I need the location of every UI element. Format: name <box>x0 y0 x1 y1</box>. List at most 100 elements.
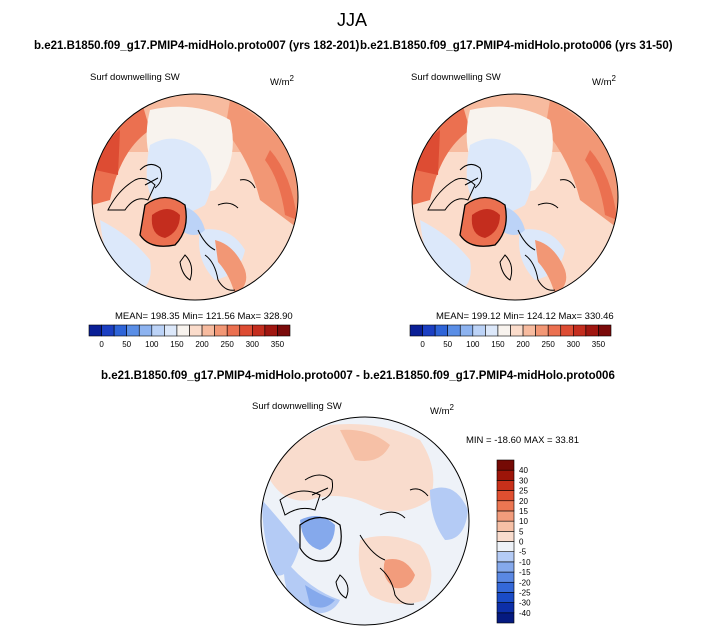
map2-colorbar: 0 50 100 150 200 250 300 350 <box>409 324 612 349</box>
map3-coast-greenland <box>299 516 342 562</box>
map1-greenland-core <box>151 209 180 238</box>
map1-colorbar-swatch <box>226 324 241 337</box>
map2-colorbar-swatch <box>459 324 474 337</box>
map3-colorbar-tick-label: -15 <box>519 568 531 577</box>
map1-colorbar-swatch <box>176 324 190 337</box>
map2-coast-europe <box>517 229 556 291</box>
map3-greenland-cool <box>300 516 335 550</box>
map2-colorbar-swatch <box>447 324 461 337</box>
map3-colorbar-tick-label: -30 <box>519 599 531 608</box>
map2-colorbar-swatch <box>422 324 436 337</box>
map3-colorbar-tick-label: 0 <box>519 538 524 547</box>
map2-border <box>411 93 619 301</box>
map3-east-cool <box>430 487 468 540</box>
map1-colorbar-tick-label: 50 <box>122 340 131 349</box>
panel3-field-label: Surf downwelling SW <box>252 401 342 412</box>
panel1-case-title: b.e21.B1850.f09_g17.PMIP4-midHolo.proto0… <box>34 40 360 52</box>
map1-coast-siberia <box>217 179 256 209</box>
map3-colorbar-swatch <box>496 592 515 603</box>
map3-border <box>260 416 470 626</box>
panel3-stats: MIN = -18.60 MAX = 33.81 <box>466 435 580 446</box>
map2-east-core <box>585 150 617 220</box>
map3-colorbar-swatch <box>496 510 515 522</box>
map1-colorbar-swatch <box>277 324 291 337</box>
panel1-field-label: Surf downwelling SW <box>90 72 180 83</box>
map2-colorbar-swatch <box>434 324 448 337</box>
map1-colorbar-tick-label: 300 <box>246 340 260 349</box>
map1-colorbar-swatch <box>264 324 278 337</box>
map2-colorbar-tick-label: 50 <box>443 340 452 349</box>
map1-colorbar-swatch <box>138 324 153 337</box>
map3-colorbar-swatch <box>496 531 515 542</box>
map2-coast-canada <box>427 177 476 211</box>
map1-colorbar-swatch <box>239 324 253 337</box>
map2-colorbar-swatch <box>573 324 587 337</box>
map3-colorbar-tick-label: -10 <box>519 558 531 567</box>
map2-colorbar-tick-label: 0 <box>420 340 425 349</box>
map2-greenland-core <box>471 209 500 238</box>
map2-colorbar-swatch <box>409 324 423 337</box>
panel1-stats: MEAN= 198.35 Min= 121.56 Max= 328.90 <box>115 311 293 322</box>
map2-colorbar-swatch <box>535 324 549 337</box>
map3-europe-core <box>383 559 415 589</box>
map1-colorbar-swatch <box>126 324 140 337</box>
map3-colorbar-swatch <box>496 551 515 563</box>
map2-colorbar-swatch <box>485 324 499 337</box>
map2-colorbar-tick-label: 150 <box>491 340 505 349</box>
map1-coast-canada <box>107 177 156 211</box>
map1-colorbar-tick-label: 0 <box>99 340 104 349</box>
map1-coast-archipelago <box>139 164 163 189</box>
map1-scandinavia-high <box>215 240 247 295</box>
map1-colorbar-tick-label: 250 <box>221 340 235 349</box>
map1-colorbar-swatch <box>189 324 203 337</box>
map1-field <box>92 94 298 300</box>
map1-east-core <box>265 150 297 220</box>
map1-colorbar-tick-label: 350 <box>271 340 285 349</box>
panel1-units: W/m2 <box>270 74 294 89</box>
map2-coast-archipelago <box>459 164 483 189</box>
map1-colorbar-swatch <box>101 324 115 337</box>
panel3-case-title: b.e21.B1850.f09_g17.PMIP4-midHolo.proto0… <box>101 370 615 382</box>
map1-colorbar-swatch <box>151 324 165 337</box>
map3-colorbar-swatch <box>496 520 515 532</box>
map2-colorbar-swatch <box>547 324 562 337</box>
map3-colorbar-tick-label: 15 <box>519 507 528 516</box>
map2-east-high <box>545 100 618 230</box>
panel2-units: W/m2 <box>592 74 616 89</box>
map3-north-warm-core <box>340 429 390 461</box>
map3-colorbar-tick-label: -20 <box>519 578 531 587</box>
panel2-field-label: Surf downwelling SW <box>411 72 501 83</box>
map2-colorbar-tick-label: 100 <box>466 340 480 349</box>
map1-colorbar-tick-label: 150 <box>170 340 184 349</box>
map1-east-high <box>225 100 298 230</box>
map3-colorbar-tick-label: 20 <box>519 497 528 506</box>
map3-colorbar-tick-label: 10 <box>519 517 528 526</box>
map3-colorbar-tick-label: -40 <box>519 609 531 618</box>
map2-colorbar-swatch <box>522 324 536 337</box>
map2-colorbar-swatch <box>472 324 486 337</box>
map3-colorbar-swatch <box>496 500 515 512</box>
map2-colorbar-tick-label: 200 <box>516 340 530 349</box>
map1-colorbar-swatch <box>214 324 228 337</box>
map1-colorbar-swatch <box>164 324 178 337</box>
map1-colorbar-tick-label: 100 <box>145 340 159 349</box>
map3-west-cool <box>262 500 300 576</box>
map3-north-warm <box>265 424 434 512</box>
map2-colorbar-swatch <box>497 324 511 337</box>
figure-title: JJA <box>337 10 368 30</box>
panel2-case-title: b.e21.B1850.f09_g17.PMIP4-midHolo.proto0… <box>360 40 673 52</box>
map2-colorbar-swatch <box>510 324 524 337</box>
map1-colorbar-tick-label: 200 <box>195 340 209 349</box>
map1-colorbar-swatch <box>88 324 102 337</box>
map1-west-core <box>95 130 120 175</box>
map3-colorbar-tick-label: -25 <box>519 588 531 597</box>
map2-west-core <box>415 130 440 175</box>
map1-colorbar: 0 50 100 150 200 250 300 350 <box>88 324 291 349</box>
map3-coast-europe <box>359 534 415 605</box>
map2-colorbar-swatch <box>585 324 599 337</box>
map1-border <box>91 93 299 301</box>
map1-colorbar-swatch <box>113 324 127 337</box>
map1-coast-europe <box>197 229 236 291</box>
